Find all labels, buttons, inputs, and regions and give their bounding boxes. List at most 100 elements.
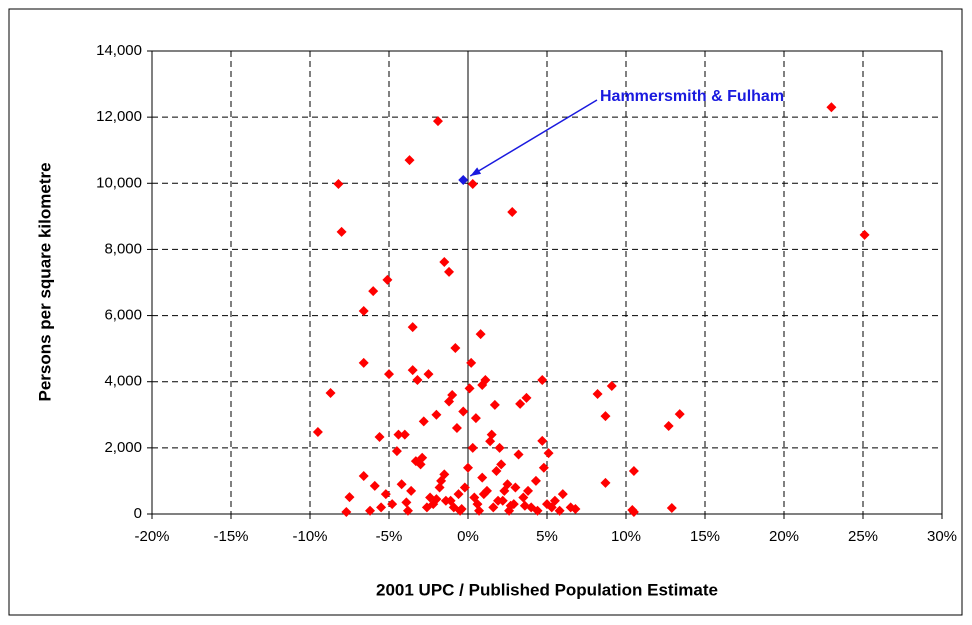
- y-tick-label: 10,000: [96, 174, 142, 191]
- point: [485, 436, 496, 447]
- point: [504, 505, 515, 516]
- point: [510, 482, 521, 493]
- point: [418, 416, 429, 427]
- point: [431, 409, 442, 420]
- annotation: Hammersmith & Fulham: [600, 88, 784, 105]
- point: [384, 369, 394, 380]
- point: [507, 207, 518, 218]
- point: [565, 502, 576, 513]
- point: [472, 499, 483, 510]
- point: [557, 489, 568, 500]
- point: [592, 388, 603, 399]
- point: [493, 495, 504, 506]
- y-tick-label: 12,000: [96, 108, 142, 125]
- point: [432, 116, 443, 127]
- point: [570, 504, 581, 515]
- point: [448, 502, 459, 513]
- point: [464, 383, 475, 394]
- point: [519, 500, 530, 511]
- point: [439, 256, 450, 267]
- point: [402, 505, 413, 516]
- point: [434, 482, 445, 493]
- x-tick-label: 5%: [536, 528, 558, 545]
- y-tick-label: 8,000: [104, 240, 142, 257]
- point: [546, 502, 557, 513]
- point: [523, 485, 534, 496]
- point: [380, 489, 391, 500]
- point: [606, 381, 617, 392]
- point: [444, 266, 455, 277]
- point: [344, 492, 355, 503]
- y-axis-label: Persons per square kilometre: [35, 162, 54, 401]
- point: [368, 286, 379, 297]
- point: [491, 466, 502, 477]
- point: [450, 342, 461, 353]
- point: [515, 398, 526, 409]
- point: [358, 305, 369, 316]
- point: [406, 485, 417, 496]
- point: [374, 431, 385, 442]
- point: [496, 459, 507, 470]
- point: [477, 380, 488, 391]
- y-tick-label: 0: [134, 505, 142, 522]
- point: [859, 229, 870, 240]
- point: [393, 429, 404, 440]
- point: [387, 499, 398, 510]
- x-tick-label: -5%: [376, 528, 403, 545]
- point: [436, 475, 447, 486]
- point: [376, 502, 387, 513]
- point: [358, 357, 369, 368]
- point: [467, 442, 478, 453]
- point: [494, 442, 505, 453]
- x-tick-label: 15%: [690, 528, 720, 545]
- point: [325, 387, 336, 398]
- annotation-arrow: [469, 99, 598, 177]
- x-axis-label: 2001 UPC / Published Population Estimate: [376, 580, 718, 599]
- point: [423, 369, 434, 380]
- point: [467, 178, 478, 189]
- point: [358, 470, 369, 481]
- point: [341, 507, 352, 518]
- point: [404, 155, 415, 166]
- point: [554, 505, 565, 516]
- point: [412, 375, 423, 386]
- x-tick-label: 30%: [927, 528, 957, 545]
- point: [628, 507, 639, 518]
- point: [401, 497, 412, 508]
- point: [417, 452, 428, 463]
- point: [543, 448, 554, 459]
- highlight-point: [458, 174, 469, 185]
- point: [463, 462, 473, 473]
- point: [312, 426, 323, 437]
- x-tick-label: 25%: [848, 528, 878, 545]
- point: [451, 423, 462, 434]
- point: [421, 502, 432, 513]
- y-tick-label: 2,000: [104, 439, 142, 456]
- point: [513, 449, 524, 460]
- point: [488, 502, 499, 513]
- x-tick-label: 20%: [769, 528, 799, 545]
- point: [505, 500, 516, 511]
- point: [407, 365, 418, 376]
- point: [499, 485, 510, 496]
- point: [369, 480, 380, 491]
- point: [396, 479, 407, 490]
- point: [530, 475, 541, 486]
- x-tick-label: -10%: [292, 528, 327, 545]
- point: [444, 396, 455, 407]
- point: [663, 421, 674, 432]
- point: [477, 472, 488, 483]
- point: [365, 505, 376, 516]
- point: [431, 494, 442, 505]
- x-tick-label: -20%: [134, 528, 169, 545]
- point: [336, 226, 347, 237]
- x-tick-label: 10%: [611, 528, 641, 545]
- point: [456, 504, 467, 515]
- point: [478, 489, 489, 500]
- point: [628, 466, 639, 477]
- point: [382, 274, 393, 285]
- point: [537, 435, 548, 446]
- point: [474, 505, 485, 516]
- point: [453, 489, 464, 500]
